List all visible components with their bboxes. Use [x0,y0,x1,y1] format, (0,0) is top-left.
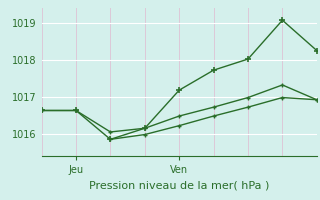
X-axis label: Pression niveau de la mer( hPa ): Pression niveau de la mer( hPa ) [89,181,269,191]
